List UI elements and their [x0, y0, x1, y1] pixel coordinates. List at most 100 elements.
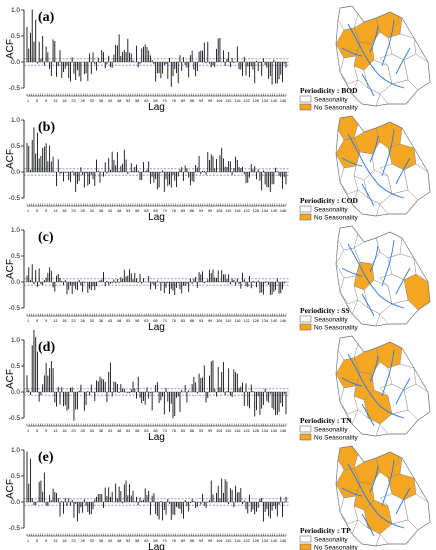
panel-label: (c): [38, 230, 54, 245]
river: [395, 157, 411, 185]
x-tick-label: 146: [280, 319, 286, 323]
x-tick-label: 78: [172, 209, 176, 213]
x-tick-label: 43: [108, 319, 112, 323]
legend-swatch-seasonality: [299, 535, 312, 543]
watershed-map: [335, 225, 431, 327]
x-tick-label: 83: [181, 209, 185, 213]
river: [395, 267, 411, 295]
y-axis-label: ACF: [5, 39, 16, 59]
x-tick-label: 146: [280, 539, 286, 543]
x-tick-label: 116: [234, 99, 240, 103]
region-seasonality: [339, 55, 359, 85]
x-tick-label: 83: [181, 319, 185, 323]
river: [369, 355, 379, 383]
y-tick-label: 1.0: [11, 227, 20, 234]
river: [341, 487, 363, 497]
x-tick-label: 63: [144, 99, 148, 103]
region-seasonality: [339, 495, 359, 525]
x-tick-label: 63: [144, 539, 148, 543]
x-tick-label: 134: [262, 539, 268, 543]
y-tick-label: 0.5: [11, 143, 20, 150]
legend-swatch-seasonality: [299, 425, 312, 433]
legend-item-seasonality: Seasonality: [314, 97, 348, 104]
x-tick-label: 23: [71, 209, 75, 213]
x-tick-label: 122: [243, 99, 249, 103]
panel-label: (b): [38, 120, 55, 135]
y-tick-label: 0.5: [11, 363, 20, 370]
x-tick-label: 13: [53, 319, 57, 323]
x-tick-label: 1: [27, 209, 29, 213]
y-axis-label: ACF: [5, 259, 16, 279]
river: [361, 183, 375, 207]
river: [369, 465, 379, 493]
x-tick-label: 73: [162, 99, 166, 103]
legend-item-no-seasonality: No Seasonality: [314, 325, 358, 332]
x-tick-label: 53: [126, 319, 130, 323]
acf-panel-e: -0.5 0.0 0.5 1.0 ACF (e) 1 5 9 13 18 23 28 33 38 43 48 53…: [5, 445, 431, 550]
x-tick-label: 23: [71, 99, 75, 103]
panel-label: (d): [38, 340, 55, 355]
river: [395, 377, 411, 405]
x-tick-label: 68: [153, 319, 157, 323]
x-tick-label: 33: [90, 539, 94, 543]
x-tick-label: 110: [225, 209, 231, 213]
x-tick-label: 116: [234, 319, 240, 323]
x-tick-label: 13: [53, 429, 57, 433]
legend-swatch-seasonality: [299, 205, 312, 213]
x-tick-label: 99: [208, 209, 212, 213]
x-tick-label: 58: [135, 99, 139, 103]
panel-label: (a): [38, 10, 55, 25]
x-tick-label: 28: [81, 539, 85, 543]
x-tick-label: 43: [108, 539, 112, 543]
x-tick-label: 63: [144, 319, 148, 323]
legend-title: Periodicity : TP: [300, 526, 351, 535]
y-tick-label: 0.5: [11, 253, 20, 260]
x-axis-label: Lag: [148, 322, 165, 333]
x-tick-label: 99: [208, 99, 212, 103]
x-tick-label: 116: [234, 209, 240, 213]
legend-swatch-no-seasonality: [299, 323, 312, 331]
x-tick-label: 99: [208, 539, 212, 543]
river: [341, 377, 363, 387]
river: [341, 157, 363, 167]
river: [361, 513, 375, 537]
x-tick-label: 140: [271, 209, 277, 213]
region-seasonality: [339, 165, 359, 195]
x-tick-label: 38: [99, 319, 103, 323]
x-tick-label: 58: [135, 319, 139, 323]
river: [347, 243, 405, 309]
river: [361, 293, 375, 317]
x-tick-label: 128: [253, 319, 259, 323]
x-tick-label: 116: [234, 539, 240, 543]
y-tick-label: -0.5: [9, 525, 21, 532]
river: [341, 267, 363, 277]
x-tick-label: 23: [71, 429, 75, 433]
y-tick-label: -0.5: [9, 85, 21, 92]
watershed-map: [335, 115, 431, 217]
river: [395, 487, 411, 515]
x-tick-label: 88: [190, 99, 194, 103]
x-tick-label: 73: [162, 209, 166, 213]
legend-item-no-seasonality: No Seasonality: [314, 435, 358, 442]
basin-outline: [335, 115, 431, 217]
x-tick-label: 33: [90, 99, 94, 103]
acf-bars: [26, 264, 287, 295]
watershed-map: [335, 5, 431, 107]
x-tick-label: 23: [71, 319, 75, 323]
y-tick-label: -0.5: [9, 415, 21, 422]
x-tick-label: 9: [45, 319, 47, 323]
x-tick-label: 48: [117, 319, 121, 323]
x-tick-label: 134: [262, 99, 268, 103]
x-tick-label: 93: [199, 319, 203, 323]
legend-swatch-seasonality: [299, 315, 312, 323]
x-tick-label: 58: [135, 429, 139, 433]
legend-item-no-seasonality: No Seasonality: [314, 545, 358, 550]
x-tick-label: 88: [190, 429, 194, 433]
x-tick-label: 43: [108, 429, 112, 433]
x-tick-label: 18: [62, 209, 66, 213]
x-tick-label: 110: [225, 429, 231, 433]
legend-item-seasonality: Seasonality: [314, 427, 348, 434]
x-tick-label: 48: [117, 99, 121, 103]
